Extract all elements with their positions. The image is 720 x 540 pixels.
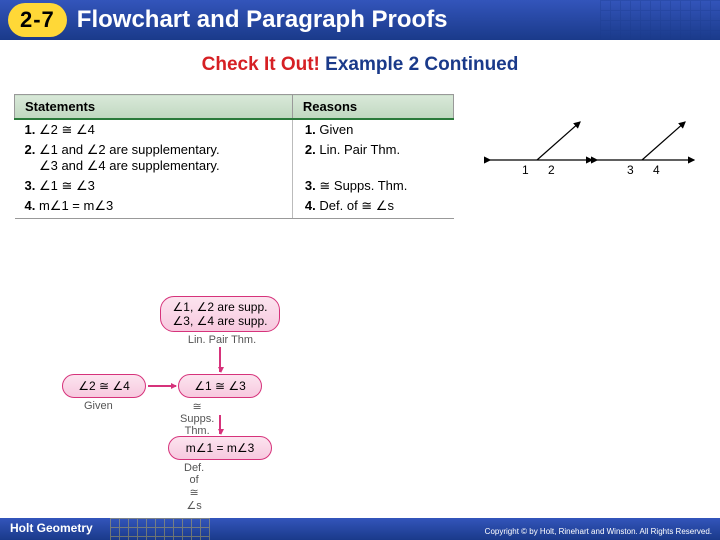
table-row: 1. ∠2 ≅ ∠4 1. Given <box>15 119 454 140</box>
flow-node-cong: ∠1 ≅ ∠3 <box>178 374 262 398</box>
svg-text:3: 3 <box>627 163 634 177</box>
header-grid-decoration <box>600 0 720 40</box>
flow-arrow <box>219 347 221 372</box>
flow-reason: Def. of ≅ ∠s <box>184 462 204 512</box>
table-row: 2. ∠1 and ∠2 are supplementary. ∠3 and ∠… <box>15 140 454 176</box>
angle-diagram: 1 2 3 4 <box>482 110 702 180</box>
flow-reason: ≅ Supps. Thm. <box>180 400 214 437</box>
col-statements: Statements <box>15 95 293 120</box>
svg-text:2: 2 <box>548 163 555 177</box>
table-row: 3. ∠1 ≅ ∠3 3. ≅ Supps. Thm. <box>15 176 454 196</box>
flow-reason: Given <box>84 400 113 412</box>
flow-arrow <box>148 385 176 387</box>
flow-node-given: ∠2 ≅ ∠4 <box>62 374 146 398</box>
copyright-text: Copyright © by Holt, Rinehart and Winsto… <box>485 527 712 536</box>
footer-grid-decoration <box>110 518 210 540</box>
flow-node-supp: ∠1, ∠2 are supp. ∠3, ∠4 are supp. <box>160 296 280 332</box>
subtitle-blue: Example 2 Continued <box>320 54 518 75</box>
subtitle: Check It Out! Example 2 Continued <box>0 54 720 76</box>
flow-reason: Lin. Pair Thm. <box>172 334 272 346</box>
header-bar: 2-7 Flowchart and Paragraph Proofs <box>0 0 720 40</box>
lesson-number: 2-7 <box>8 3 67 37</box>
flow-node-measure: m∠1 = m∠3 <box>168 436 272 460</box>
table-row: 4. m∠1 = m∠3 4. Def. of ≅ ∠s <box>15 196 454 219</box>
header-title: Flowchart and Paragraph Proofs <box>77 6 448 34</box>
col-reasons: Reasons <box>292 95 453 120</box>
flow-arrow <box>219 415 221 434</box>
svg-text:1: 1 <box>522 163 529 177</box>
svg-text:4: 4 <box>653 163 660 177</box>
proof-table: Statements Reasons 1. ∠2 ≅ ∠4 1. Given 2… <box>14 94 454 219</box>
footer-bar: Holt Geometry Copyright © by Holt, Rineh… <box>0 518 720 540</box>
subtitle-red: Check It Out! <box>202 54 320 75</box>
